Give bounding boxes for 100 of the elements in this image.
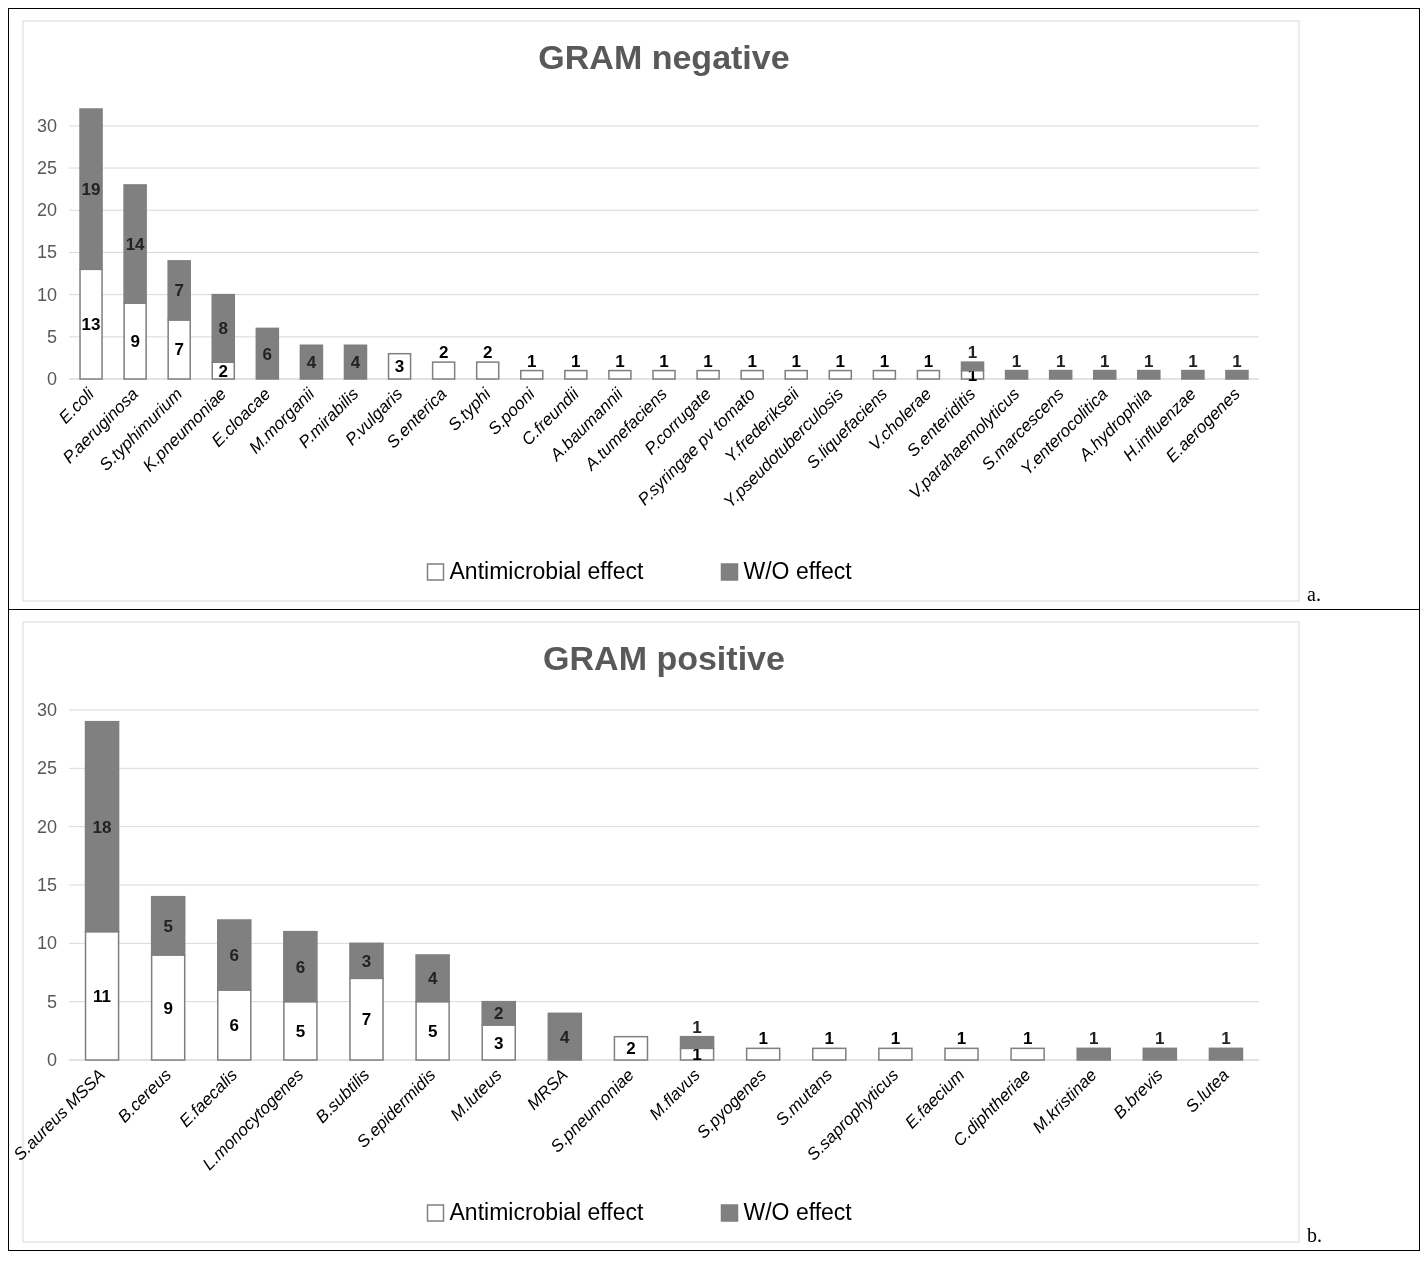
y-tick-label: 0 — [46, 1050, 57, 1070]
bar — [1092, 369, 1117, 380]
data-label: 1 — [1055, 351, 1066, 371]
data-label: 11 — [93, 986, 112, 1006]
bar — [1142, 1047, 1178, 1061]
bar — [872, 369, 897, 380]
data-label: 1 — [1155, 1029, 1165, 1049]
data-label: 9 — [163, 998, 173, 1018]
data-label: 1 — [791, 351, 801, 371]
y-tick-label: 25 — [36, 158, 57, 179]
legend-label: W/O effect — [743, 558, 853, 584]
bar — [1225, 369, 1249, 380]
data-label: 4 — [306, 353, 317, 373]
y-tick-label: 30 — [36, 115, 57, 136]
y-tick-label: 10 — [36, 284, 57, 305]
data-label: 5 — [295, 1021, 306, 1041]
bar — [696, 369, 720, 380]
data-label: 1 — [967, 343, 978, 363]
text: b. — [1307, 1224, 1322, 1246]
y-tick-label: 20 — [36, 816, 57, 837]
legend-label: W/O effect — [743, 1199, 853, 1225]
y-tick-label: 0 — [46, 369, 57, 389]
data-label: 4 — [560, 1027, 571, 1047]
bar — [547, 1012, 583, 1061]
data-label: 1 — [659, 351, 669, 371]
bar — [255, 327, 280, 380]
y-tick-label: 5 — [46, 991, 57, 1012]
data-label: 1 — [747, 351, 757, 371]
data-label: 13 — [81, 315, 101, 335]
y-tick-label: 5 — [46, 326, 57, 347]
data-label: 3 — [493, 1033, 504, 1053]
bar — [1076, 1047, 1111, 1061]
bar — [745, 1047, 781, 1061]
data-label: 1 — [1100, 351, 1110, 371]
data-label: 1 — [615, 351, 625, 371]
data-label: 14 — [125, 235, 146, 254]
data-label: 1 — [1221, 1029, 1231, 1049]
data-label: 2 — [482, 343, 493, 363]
legend-label: Antimicrobial effect — [449, 558, 644, 584]
bar — [1010, 1047, 1045, 1061]
chart-title: GRAM negative — [538, 38, 790, 76]
data-label: 1 — [703, 351, 713, 371]
data-label: 1 — [758, 1029, 768, 1049]
data-label: 1 — [1011, 351, 1022, 371]
data-label: 5 — [163, 916, 173, 936]
bar — [475, 361, 500, 380]
bar — [1208, 1047, 1244, 1061]
bar — [1137, 369, 1161, 380]
data-label: 18 — [92, 817, 112, 837]
data-label: 4 — [427, 969, 438, 989]
data-label: 7 — [174, 340, 184, 360]
data-label: 3 — [361, 951, 372, 971]
bar — [916, 369, 941, 380]
data-label: 6 — [295, 957, 306, 977]
data-label: 1 — [1022, 1029, 1033, 1049]
data-label: 2 — [218, 361, 228, 381]
data-label: 1 — [1144, 351, 1154, 371]
y-tick-label: 15 — [36, 242, 57, 263]
bar — [613, 1035, 649, 1061]
bar — [1004, 369, 1029, 380]
text: a. — [1307, 583, 1321, 605]
bar — [520, 369, 544, 380]
data-label: 2 — [493, 1004, 504, 1024]
data-label: 1 — [1232, 351, 1242, 371]
data-label: 6 — [229, 946, 240, 965]
data-label: 1 — [1088, 1029, 1099, 1049]
chart-title: GRAM positive — [543, 639, 785, 677]
data-label: 2 — [626, 1039, 636, 1059]
data-label: 1 — [824, 1029, 835, 1049]
bar — [878, 1047, 913, 1061]
data-label: 19 — [81, 180, 101, 200]
bar — [1181, 369, 1205, 380]
data-label: 1 — [835, 351, 846, 371]
data-label: 1 — [890, 1029, 901, 1049]
data-label: 1 — [923, 351, 934, 371]
bar — [431, 361, 456, 380]
bar — [740, 369, 764, 380]
legend-label: Antimicrobial effect — [449, 1199, 644, 1225]
bar — [608, 369, 632, 380]
data-label: 5 — [427, 1021, 438, 1041]
bar — [784, 369, 808, 380]
data-label: 8 — [218, 319, 228, 339]
y-tick-label: 20 — [36, 200, 57, 221]
data-label: 1 — [956, 1029, 967, 1049]
data-label: 7 — [361, 1010, 372, 1030]
data-label: 9 — [130, 332, 140, 352]
bar — [652, 369, 676, 380]
data-label: 1 — [879, 351, 890, 371]
data-label: 3 — [394, 357, 405, 377]
y-tick-label: 15 — [36, 875, 57, 895]
bar — [1048, 369, 1073, 380]
bar — [828, 369, 853, 380]
data-label: 6 — [262, 344, 273, 364]
data-label: 1 — [571, 351, 581, 371]
bar — [944, 1047, 979, 1061]
y-tick-label: 10 — [36, 933, 57, 954]
data-label: 1 — [1188, 351, 1198, 371]
bar — [812, 1047, 847, 1061]
data-label: 1 — [692, 1017, 702, 1037]
y-tick-label: 30 — [36, 700, 57, 720]
